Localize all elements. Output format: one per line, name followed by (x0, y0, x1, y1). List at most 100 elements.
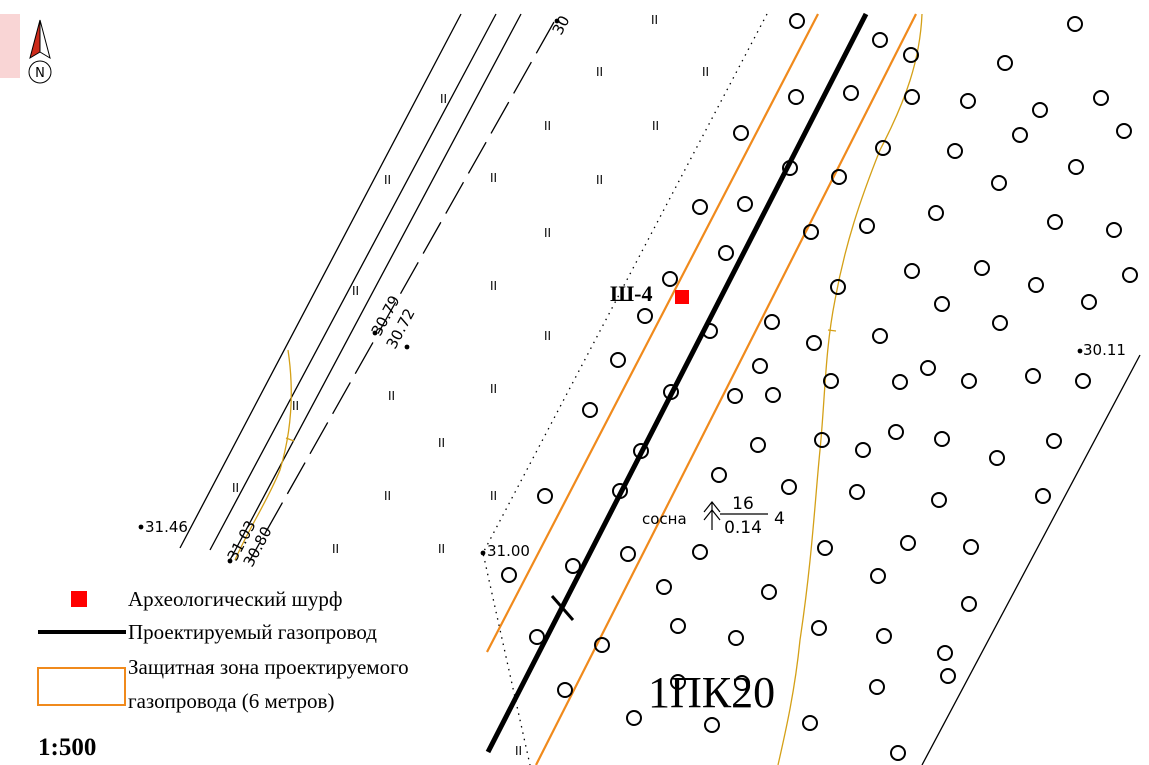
tree-symbol (920, 360, 936, 376)
elevation-label: 31.00 (487, 542, 530, 560)
tree-symbol (843, 85, 859, 101)
dotted-boundary (482, 13, 768, 765)
tree-symbol (940, 668, 956, 684)
tree-symbol (872, 32, 888, 48)
tree-symbol (565, 558, 581, 574)
pit-label: Ш-4 (610, 281, 653, 306)
grass-symbols: II II II II II II II II II II II II II II II II II II II II… (232, 13, 709, 758)
tree-symbol (830, 279, 846, 295)
tree-symbol (1075, 373, 1091, 389)
grass-symbol: II (232, 481, 239, 495)
tree-symbol (610, 352, 626, 368)
tree-symbol (823, 373, 839, 389)
north-label: N (35, 66, 45, 81)
tree-symbols (501, 13, 1138, 761)
tree-symbol (928, 205, 944, 221)
grass-symbol: II (652, 119, 659, 133)
tree-symbol (934, 296, 950, 312)
tree-symbol (761, 584, 777, 600)
tree-symbol (802, 715, 818, 731)
tree-symbol (900, 535, 916, 551)
tree-symbol (888, 424, 904, 440)
elevation-label: 31.46 (145, 518, 188, 536)
grass-symbol: II (384, 489, 391, 503)
tree-symbol (1093, 90, 1109, 106)
tree-symbol (974, 260, 990, 276)
tree-symbol (788, 89, 804, 105)
tree-symbol (670, 618, 686, 634)
tree-symbol (1032, 102, 1048, 118)
tree-symbol (991, 175, 1007, 191)
grass-symbol: II (490, 382, 497, 396)
tree-symbol (890, 745, 906, 761)
tree-symbol (582, 402, 598, 418)
grass-symbol: II (292, 399, 299, 413)
grass-symbol: II (544, 226, 551, 240)
tree-symbol (663, 384, 679, 400)
archaeological-pit-marker[interactable] (675, 290, 689, 304)
tree-symbol (764, 314, 780, 330)
tree-symbol (1035, 488, 1051, 504)
tree-symbol (947, 143, 963, 159)
tree-height: 16 (732, 494, 754, 514)
grass-symbol: II (388, 389, 395, 403)
tree-symbol (728, 630, 744, 646)
right-boundary-line (921, 354, 1141, 765)
tree-symbol (961, 596, 977, 612)
grass-symbol: II (438, 542, 445, 556)
tree-symbol (961, 373, 977, 389)
pipeline-line (485, 12, 869, 754)
legend-zone-text-2: газопровода (6 метров) (128, 689, 334, 713)
tree-symbol (904, 89, 920, 105)
tree-symbol (876, 628, 892, 644)
tree-symbol (733, 125, 749, 141)
picket-label: 1ПК20 (648, 668, 775, 717)
tree-symbol (620, 546, 636, 562)
tree-symbol (855, 442, 871, 458)
tree-symbol (1068, 159, 1084, 175)
tree-symbol (537, 488, 553, 504)
tree-symbol (806, 335, 822, 351)
tree-symbol (1081, 294, 1097, 310)
tree-species: сосна (642, 510, 687, 528)
grass-symbol: II (352, 284, 359, 298)
legend-pit-swatch (71, 591, 87, 607)
grass-symbol: II (515, 744, 522, 758)
tree-symbol (656, 579, 672, 595)
scale-label: 1:500 (38, 734, 96, 761)
tree-symbol (989, 450, 1005, 466)
tree-symbol (529, 629, 545, 645)
road-lines (179, 13, 555, 561)
tree-symbol (704, 717, 720, 733)
grass-symbol: II (438, 436, 445, 450)
legend: Археологический шурф Проектируемый газоп… (37, 587, 409, 713)
tree-symbol (1047, 214, 1063, 230)
tree-symbol (1067, 16, 1083, 32)
contour-ticks (285, 329, 837, 442)
tree-symbol (711, 467, 727, 483)
tree-symbol (872, 328, 888, 344)
grass-symbol: II (702, 65, 709, 79)
tree-symbol (831, 169, 847, 185)
tree-symbol (937, 645, 953, 661)
protective-zone-lines (486, 13, 917, 765)
tree-symbol (557, 682, 573, 698)
tree-symbol (594, 637, 610, 653)
grass-symbol: II (490, 489, 497, 503)
contour-line-right (777, 13, 923, 765)
tree-symbol (814, 432, 830, 448)
tree-symbol (997, 55, 1013, 71)
tree-symbol (859, 218, 875, 234)
tree-symbol (960, 93, 976, 109)
tree-diameter: 0.14 (724, 518, 762, 538)
grass-symbol: II (596, 173, 603, 187)
tree-symbol (1106, 222, 1122, 238)
tree-symbol (692, 544, 708, 560)
tree-symbol (781, 479, 797, 495)
tree-symbol (702, 323, 718, 339)
tree-symbol (892, 374, 908, 390)
tree-symbol (934, 431, 950, 447)
tree-symbol (727, 388, 743, 404)
